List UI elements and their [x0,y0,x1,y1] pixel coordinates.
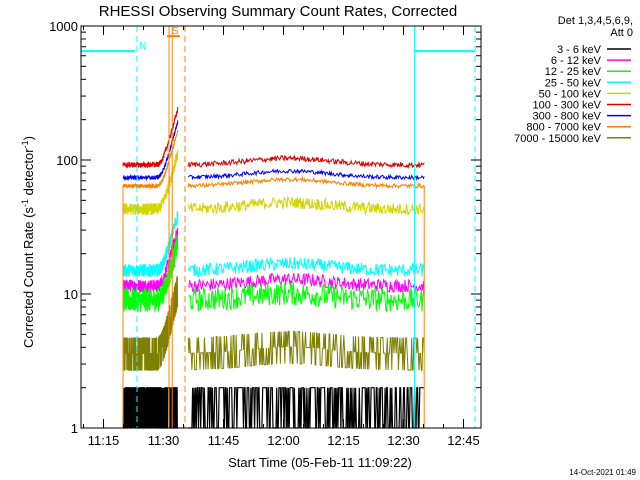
series-3-line-2 [188,281,425,313]
plot-frame [80,25,482,429]
x-tick-label: 12:45 [447,433,480,448]
series-1-line-1 [122,387,178,429]
annotation-label-1: N [139,41,146,52]
y-tick-label: 100 [56,153,78,168]
y-axis: 1 10 100 1000 [49,19,481,436]
series-1 [122,387,425,429]
legend-item-label-1: 3 - 6 keV [557,44,602,56]
legend-item-label-6: 100 - 300 keV [533,100,602,112]
y-tick-label: 1000 [49,19,78,34]
y-label-part-1: Corrected Count Rate (s [21,207,36,348]
series-7 [122,120,425,182]
chart-title: RHESSI Observing Summary Count Rates, Co… [99,3,457,20]
series-7-line-1 [122,120,179,182]
legend-item-label-4: 25 - 50 keV [545,77,602,89]
series-4-line-2 [187,256,425,278]
series-5 [122,149,425,216]
y-label-sup-1: -1 [20,199,30,207]
legend-item-label-8: 800 - 7000 keV [526,122,601,134]
y-tick-label: 1 [71,421,78,436]
y-axis-label: Corrected Count Rate (s-1 detector-1) [20,136,36,348]
x-tick-label: 11:30 [148,433,180,448]
legend-header-2: Att 0 [610,27,633,39]
legend-item-label-7: 300 - 800 keV [533,111,602,123]
y-label-sup-2: -1 [20,140,30,148]
x-tick-label: 11:45 [208,433,240,448]
legend-item-label-9: 7000 - 15000 keV [514,133,602,145]
series-2-line-2 [187,272,425,293]
y-label-part-2: detector [21,148,36,199]
series-5-line-2 [187,195,425,216]
x-tick-label: 11:15 [88,433,120,448]
x-tick-label: 12:00 [267,433,300,448]
legend-header-1: Det 1,3,4,5,6,9, [558,15,633,27]
y-tick-label: 10 [64,287,78,302]
annotation-label-2: S [172,26,179,37]
plot-area: N S 1 10 100 1000 11:15 11:30 11:45 12:00 12:15 12:… [49,19,482,448]
x-axis: 11:15 11:30 11:45 12:00 12:15 12:30 12:45 [83,26,480,448]
x-tick-label: 12:15 [327,433,360,448]
series-8-line-2 [187,175,425,190]
x-tick-label: 12:30 [387,433,420,448]
series-9-line-2 [187,330,425,371]
footer-date: 14-Oct-2021 01:49 [569,468,636,477]
x-axis-label: Start Time (05-Feb-11 11:09:22) [228,455,412,470]
y-label-part-3: ) [21,136,36,140]
series-7-line-2 [187,168,425,182]
legend-item-label-5: 50 - 100 keV [539,88,602,100]
series-9 [122,275,425,371]
legend-item-label-3: 12 - 25 keV [545,66,602,78]
legend-item-label-2: 6 - 12 keV [551,55,602,67]
series-6-line-2 [187,154,425,170]
